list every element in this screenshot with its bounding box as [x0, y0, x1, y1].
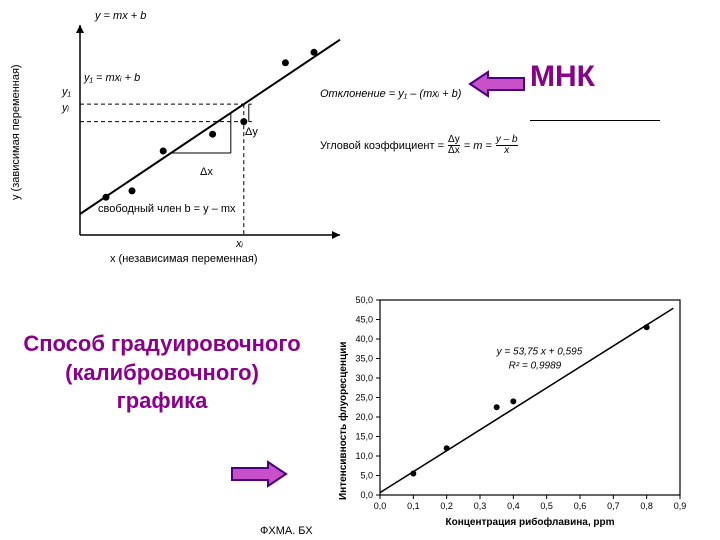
dy-label: Δy: [245, 126, 258, 138]
calib-label: Способ градуировочного (калибровочного) …: [22, 330, 302, 416]
svg-text:0,9: 0,9: [674, 501, 687, 511]
svg-text:y = 53,75 x + 0,595: y = 53,75 x + 0,595: [496, 347, 583, 358]
bottom-y-axis-title: Интенсивность флуоресценции: [338, 342, 349, 500]
svg-text:35,0: 35,0: [355, 354, 373, 364]
slope-text: Угловой коэффициент =: [320, 140, 444, 152]
eq-label: y = mx + b: [95, 10, 146, 22]
mnk-underline: [530, 120, 660, 121]
svg-text:0,1: 0,1: [407, 501, 420, 511]
footer-text: ФХМА. БХ: [260, 525, 313, 537]
x-axis-title: x (независимая переменная): [110, 253, 258, 265]
svg-text:0,8: 0,8: [640, 501, 653, 511]
svg-text:45,0: 45,0: [355, 315, 373, 325]
svg-text:0,0: 0,0: [360, 490, 373, 500]
dx-label: Δx: [200, 166, 213, 178]
svg-text:30,0: 30,0: [355, 373, 373, 383]
svg-text:50,0: 50,0: [355, 295, 373, 305]
top-chart-svg: [20, 10, 360, 270]
xi-tick: xᵢ: [236, 238, 243, 250]
yi-tick: yᵢ: [62, 102, 69, 114]
svg-text:Концентрация рибофлавина, ppm: Концентрация рибофлавина, ppm: [446, 516, 615, 528]
svg-text:R² = 0,9989: R² = 0,9989: [509, 361, 562, 372]
yl-eq: y₁ = mxᵢ + b: [84, 72, 140, 84]
top-y-axis-title: y (зависимая переменная): [10, 64, 22, 200]
svg-text:15,0: 15,0: [355, 432, 373, 442]
yl-tick: y₁: [62, 86, 71, 98]
svg-text:40,0: 40,0: [355, 334, 373, 344]
top-regression-chart: y = mx + b y₁ = mxᵢ + b y₁ yᵢ xᵢ x (неза…: [20, 10, 360, 270]
svg-text:0,7: 0,7: [607, 501, 620, 511]
bottom-calibration-chart: 0,0 5,0 10,0 15,0 20,0 25,0 30,0 35,0 40,0 45,0 50…: [320, 290, 700, 530]
svg-text:5,0: 5,0: [360, 471, 373, 481]
svg-text:25,0: 25,0: [355, 393, 373, 403]
svg-text:0,3: 0,3: [474, 501, 487, 511]
svg-text:20,0: 20,0: [355, 412, 373, 422]
bottom-chart-svg: 0,0 5,0 10,0 15,0 20,0 25,0 30,0 35,0 40,0 45,0 50…: [320, 290, 700, 530]
svg-text:0,5: 0,5: [540, 501, 553, 511]
slope-annotation: Угловой коэффициент = Δy Δx = m = y – b …: [320, 135, 540, 156]
svg-text:0,2: 0,2: [440, 501, 453, 511]
intercept-text: свободный член b = y – mx: [98, 203, 236, 215]
svg-text:0,6: 0,6: [574, 501, 587, 511]
calib-arrow-icon: [230, 460, 288, 488]
svg-text:10,0: 10,0: [355, 451, 373, 461]
mnk-arrow-icon: [468, 70, 526, 98]
mnk-label: МНК: [530, 60, 595, 94]
svg-text:0,4: 0,4: [507, 501, 520, 511]
svg-text:0,0: 0,0: [374, 501, 387, 511]
